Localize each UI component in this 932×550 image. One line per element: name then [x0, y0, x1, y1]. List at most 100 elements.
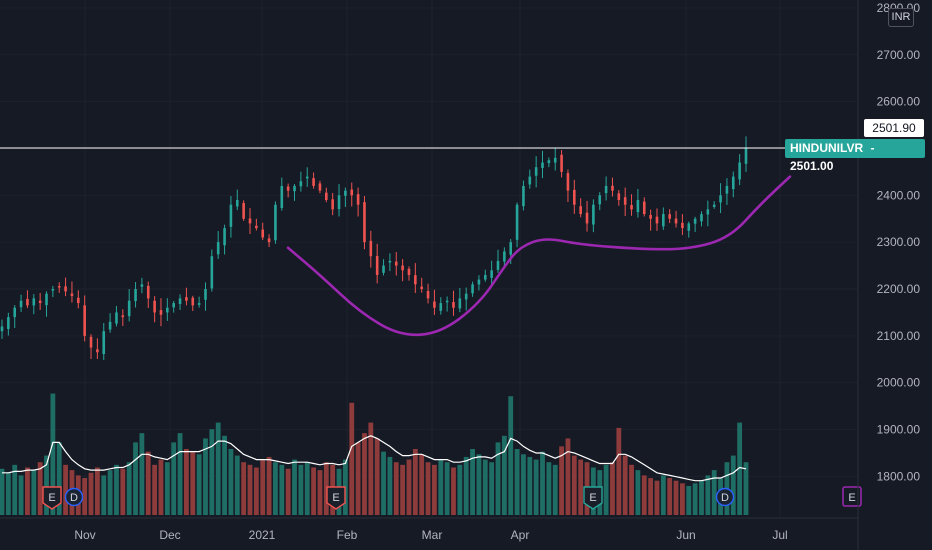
- volume-bar: [419, 454, 425, 515]
- time-axis[interactable]: Nov Dec 2021 Feb Mar Apr Jun Jul: [74, 528, 787, 542]
- volume-bar: [686, 485, 692, 515]
- volume-bar: [635, 470, 641, 515]
- earnings-marker-shield: [583, 486, 603, 510]
- candle-body: [598, 195, 602, 205]
- volume-bar: [63, 464, 68, 515]
- volume-bar: [374, 438, 380, 515]
- price-tick-label: 2100.00: [877, 329, 921, 343]
- volume-moving-average: [2, 435, 747, 482]
- time-tick-label: 2021: [249, 528, 276, 542]
- candle-body: [108, 321, 112, 330]
- candle-body: [719, 195, 722, 203]
- price-tick-label: 2700.00: [877, 48, 921, 62]
- event-marker-e[interactable]: E: [42, 486, 62, 510]
- candle-body: [681, 222, 684, 229]
- event-marker-d[interactable]: D: [64, 487, 84, 507]
- candle-body: [420, 286, 423, 290]
- volume-bar: [501, 435, 507, 515]
- candle-body: [458, 298, 462, 309]
- event-marker-d[interactable]: D: [715, 487, 735, 507]
- volume-bar: [164, 462, 170, 515]
- candle-body: [121, 315, 125, 318]
- candle-body: [674, 218, 678, 224]
- volume-bar: [699, 480, 704, 515]
- time-tick-label: Nov: [74, 528, 95, 542]
- volume-bar: [412, 449, 418, 515]
- candle-body: [331, 199, 334, 210]
- volume-bar: [680, 483, 685, 515]
- event-marker-e[interactable]: E: [326, 486, 346, 510]
- candle-body: [623, 197, 627, 205]
- last-price-tag: 2501.90: [864, 119, 924, 137]
- candle-body: [687, 223, 691, 231]
- event-marker-label: E: [332, 492, 339, 504]
- candle-body: [706, 209, 710, 215]
- candle-body: [299, 181, 303, 187]
- candle-body: [13, 307, 17, 318]
- candle-body: [350, 189, 354, 196]
- candle-body: [216, 242, 220, 255]
- currency-label[interactable]: INR: [888, 8, 914, 27]
- candle-body: [452, 302, 455, 308]
- tag-separator: -: [870, 141, 875, 155]
- candle-body: [483, 274, 487, 280]
- candle-body: [401, 265, 404, 271]
- candle-body: [471, 284, 474, 294]
- volume-bar: [705, 475, 711, 515]
- volume-bar: [253, 467, 259, 515]
- volume-bar: [285, 468, 291, 515]
- candle-body: [477, 279, 481, 285]
- candle-body: [369, 240, 373, 257]
- candle-body: [312, 178, 315, 186]
- volume-bar: [114, 464, 119, 515]
- candle-body: [439, 303, 443, 311]
- symbol-price: 2501.00: [790, 159, 834, 173]
- candle-body: [541, 162, 544, 168]
- time-tick-label: Apr: [511, 528, 530, 542]
- volume-bar: [362, 433, 367, 515]
- volume-bar: [317, 470, 323, 515]
- volume-bar: [603, 464, 609, 515]
- volume-bar: [5, 472, 11, 515]
- volume-bar: [432, 464, 437, 515]
- price-tick-label: 1800.00: [877, 469, 921, 483]
- earnings-marker-box: [842, 486, 862, 507]
- candle-body: [522, 185, 525, 207]
- volume-bar: [641, 475, 647, 515]
- volume-bar: [222, 435, 227, 515]
- candle-body: [655, 216, 659, 224]
- candle-body: [534, 167, 538, 176]
- candle-body: [642, 201, 646, 215]
- event-marker-e[interactable]: E: [583, 486, 603, 510]
- cup-pattern-curve[interactable]: [286, 175, 792, 337]
- volume-bar: [444, 462, 450, 515]
- volume-bar: [355, 442, 361, 515]
- volume-bar: [571, 455, 577, 515]
- candle-body: [7, 317, 10, 330]
- volume-bar: [463, 456, 469, 515]
- candle-body: [363, 202, 366, 243]
- candle-body: [325, 192, 328, 201]
- volume-bar: [552, 464, 558, 515]
- candle-body: [64, 286, 67, 292]
- volume-bar: [629, 464, 634, 515]
- volume-bar: [546, 462, 552, 515]
- volume-bar: [616, 427, 622, 515]
- candle-body: [414, 275, 417, 285]
- candle-body: [274, 204, 277, 241]
- candle-body: [45, 293, 48, 306]
- volume-bar: [107, 470, 113, 515]
- candle-body: [19, 300, 23, 308]
- candle-body: [712, 204, 716, 207]
- volume-bar: [451, 467, 456, 515]
- volume-bar: [203, 438, 208, 515]
- candle-body: [318, 183, 322, 191]
- volume-bar: [457, 464, 463, 515]
- volume-bar: [476, 454, 482, 515]
- event-marker-e[interactable]: E: [842, 486, 862, 507]
- price-tick-label: 1900.00: [877, 423, 921, 437]
- volume-bar: [139, 433, 145, 515]
- candles: [0, 136, 748, 361]
